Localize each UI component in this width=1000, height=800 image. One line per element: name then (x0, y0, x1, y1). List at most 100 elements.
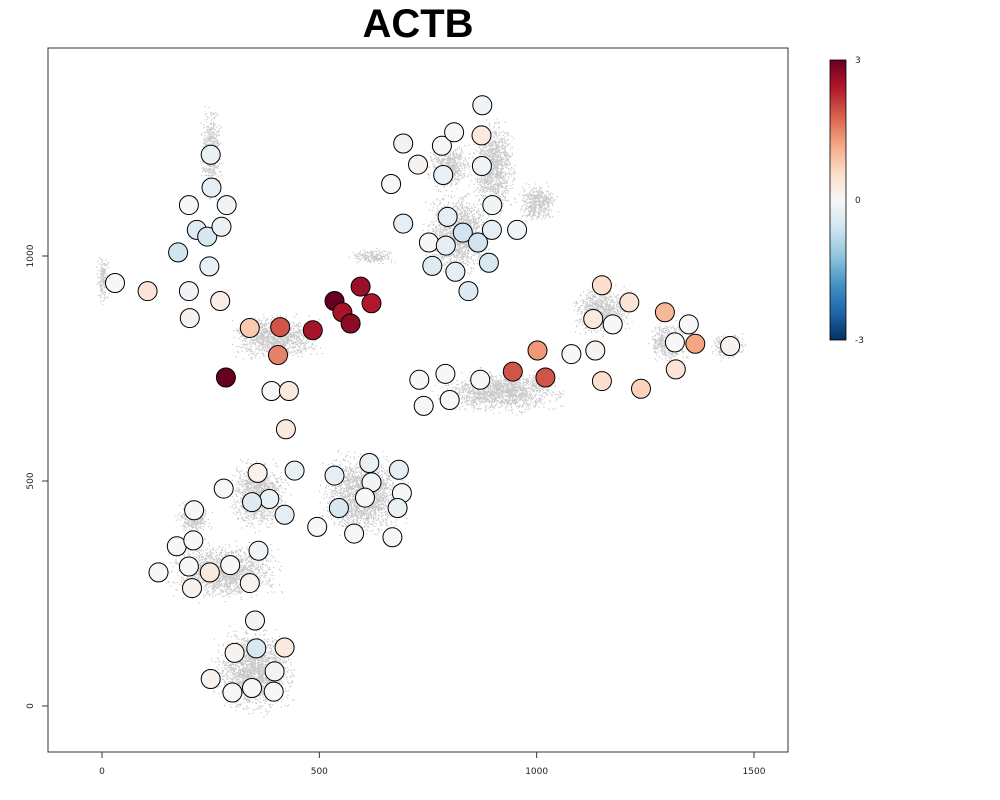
spot-point (259, 489, 280, 509)
spot-point (264, 661, 285, 682)
spot-point (184, 500, 205, 521)
spot-point (242, 492, 262, 513)
spot-point (507, 219, 528, 240)
spot-point (393, 213, 414, 234)
spot-point (344, 523, 365, 544)
spot-point (418, 232, 439, 253)
spot-point (664, 332, 685, 353)
spot-point (535, 367, 556, 388)
colorbar-tick-label: 3 (855, 56, 861, 66)
background-cell-cluster (515, 182, 559, 222)
spot-point (382, 527, 403, 548)
spot-point (178, 556, 199, 577)
spot-point (246, 638, 267, 659)
spot-point (270, 317, 291, 338)
spot-point (307, 516, 328, 537)
spot-point (268, 345, 288, 365)
spot-point (350, 276, 371, 297)
spot-point (591, 275, 612, 296)
spot-point (278, 381, 299, 401)
spot-point (340, 313, 361, 334)
spot-point (200, 669, 221, 689)
spot-point (199, 256, 220, 277)
spot-point (602, 314, 623, 335)
spot-point (182, 578, 202, 599)
spot-point (210, 291, 231, 311)
spot-point (388, 459, 409, 480)
spot-point (361, 293, 382, 314)
spot-point (619, 292, 640, 313)
spot-point (422, 255, 443, 276)
x-tick-label: 1000 (525, 767, 548, 777)
spot-point (275, 419, 296, 440)
spot-point (585, 340, 606, 361)
x-tick-label: 500 (311, 767, 328, 777)
spot-point (439, 390, 460, 410)
spot-point (213, 478, 234, 499)
colorbar-gradient (829, 59, 847, 341)
chart-title: ACTB (362, 2, 474, 46)
plot-frame (47, 47, 789, 753)
y-axis: 0 500 1000 (26, 244, 48, 709)
spot-point (355, 487, 375, 508)
spot-point (284, 460, 305, 481)
spot-point (387, 498, 408, 518)
spot-point (248, 540, 269, 561)
spot-point (200, 144, 221, 165)
spot-point (413, 395, 434, 416)
spot-point (328, 498, 349, 518)
spot-point (393, 133, 414, 154)
spot-point (381, 174, 402, 194)
spot-point (471, 156, 492, 176)
spot-point (527, 340, 548, 361)
spot-point (433, 165, 454, 185)
spot-point (239, 318, 260, 338)
spot-point (409, 369, 430, 390)
spot-point (216, 195, 237, 216)
spot-point (242, 678, 262, 698)
y-tick-label: 1000 (26, 244, 36, 267)
spot-point (665, 359, 686, 380)
spot-point (431, 135, 452, 156)
x-axis: 0 500 1000 1500 (99, 752, 766, 777)
spot-point (324, 465, 345, 486)
spot-point (199, 562, 220, 583)
colorbar: 3 0 -3 (829, 56, 864, 346)
spot-point (197, 226, 218, 247)
colorbar-tick-label: -3 (855, 336, 864, 346)
spot-point (482, 195, 503, 216)
spot-point (591, 371, 612, 392)
spot-point (224, 642, 245, 663)
spot-point (468, 232, 488, 253)
spot-point (583, 309, 604, 329)
spot-point (178, 281, 199, 302)
spot-point (178, 195, 199, 216)
spot-point (179, 308, 200, 329)
spot-point (654, 302, 675, 323)
colorbar-tick-label: 0 (855, 196, 861, 206)
spot-point (435, 235, 456, 256)
y-tick-label: 500 (26, 472, 36, 489)
spot-point (211, 216, 232, 237)
spot-point (472, 95, 493, 116)
spot-point (471, 125, 492, 146)
spot-point (247, 462, 268, 483)
spot-point (481, 219, 502, 240)
background-cell-cluster (348, 247, 396, 265)
x-tick-label: 1500 (743, 767, 766, 777)
spot-point (685, 333, 706, 354)
spot-point (261, 381, 282, 401)
spot-point (359, 453, 380, 473)
spot-point (215, 367, 236, 388)
spot-point (437, 206, 458, 227)
spot-point (444, 122, 465, 143)
spot-point (220, 555, 241, 576)
spot-point (631, 378, 651, 399)
spot-point (561, 344, 582, 365)
spot-point (274, 504, 295, 525)
spot-point (302, 320, 323, 341)
y-tick-label: 0 (26, 703, 36, 709)
spot-point (678, 314, 699, 335)
spot-point (222, 682, 243, 703)
